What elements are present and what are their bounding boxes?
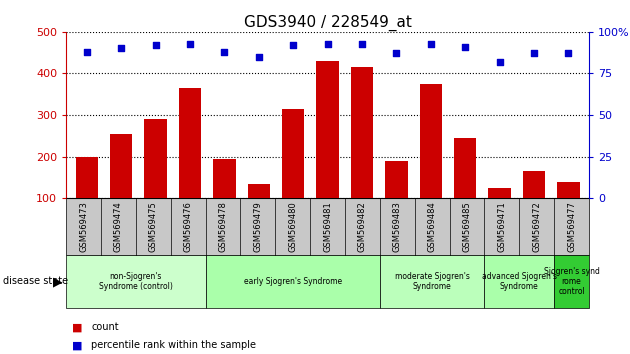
Text: GSM569477: GSM569477 <box>567 201 576 252</box>
Bar <box>351 67 373 240</box>
Text: early Sjogren's Syndrome: early Sjogren's Syndrome <box>244 277 342 286</box>
Bar <box>523 171 545 240</box>
Point <box>185 41 195 46</box>
Text: Sjogren's synd
rome
control: Sjogren's synd rome control <box>544 267 600 296</box>
Text: GSM569479: GSM569479 <box>253 201 262 252</box>
Text: GSM569481: GSM569481 <box>323 201 332 252</box>
Bar <box>76 156 98 240</box>
Point <box>288 42 298 48</box>
Text: disease state: disease state <box>3 276 68 286</box>
Point <box>357 41 367 46</box>
Bar <box>454 138 476 240</box>
Point <box>391 51 401 56</box>
Point <box>82 49 92 55</box>
Text: GSM569478: GSM569478 <box>219 201 227 252</box>
Text: GSM569475: GSM569475 <box>149 201 158 252</box>
Text: ■: ■ <box>72 322 83 332</box>
Text: GSM569484: GSM569484 <box>428 201 437 252</box>
Text: percentile rank within the sample: percentile rank within the sample <box>91 340 256 350</box>
Text: non-Sjogren's
Syndrome (control): non-Sjogren's Syndrome (control) <box>99 272 173 291</box>
Title: GDS3940 / 228549_at: GDS3940 / 228549_at <box>244 14 411 30</box>
Text: ▶: ▶ <box>54 275 63 288</box>
Text: GSM569482: GSM569482 <box>358 201 367 252</box>
Text: ■: ■ <box>72 340 83 350</box>
Text: advanced Sjogren's
Syndrome: advanced Sjogren's Syndrome <box>482 272 557 291</box>
Text: moderate Sjogren's
Syndrome: moderate Sjogren's Syndrome <box>395 272 469 291</box>
Bar <box>385 161 408 240</box>
Point <box>323 41 333 46</box>
Point <box>563 51 573 56</box>
Bar <box>179 88 201 240</box>
Point <box>529 51 539 56</box>
Text: GSM569476: GSM569476 <box>184 201 193 252</box>
Point <box>219 49 229 55</box>
Bar <box>282 109 304 240</box>
Text: GSM569471: GSM569471 <box>498 201 507 252</box>
Bar <box>557 182 580 240</box>
Point <box>426 41 436 46</box>
Bar <box>316 61 339 240</box>
Text: GSM569485: GSM569485 <box>462 201 471 252</box>
Text: GSM569472: GSM569472 <box>532 201 541 252</box>
Bar <box>144 119 167 240</box>
Bar <box>213 159 236 240</box>
Text: GSM569483: GSM569483 <box>393 201 402 252</box>
Bar <box>420 84 442 240</box>
Text: GSM569473: GSM569473 <box>79 201 88 252</box>
Point <box>460 44 470 50</box>
Point <box>151 42 161 48</box>
Text: GSM569480: GSM569480 <box>289 201 297 252</box>
Text: GSM569474: GSM569474 <box>114 201 123 252</box>
Text: count: count <box>91 322 119 332</box>
Bar <box>110 134 132 240</box>
Point <box>495 59 505 65</box>
Point <box>254 54 264 59</box>
Bar <box>248 184 270 240</box>
Bar <box>488 188 511 240</box>
Point <box>116 46 126 51</box>
